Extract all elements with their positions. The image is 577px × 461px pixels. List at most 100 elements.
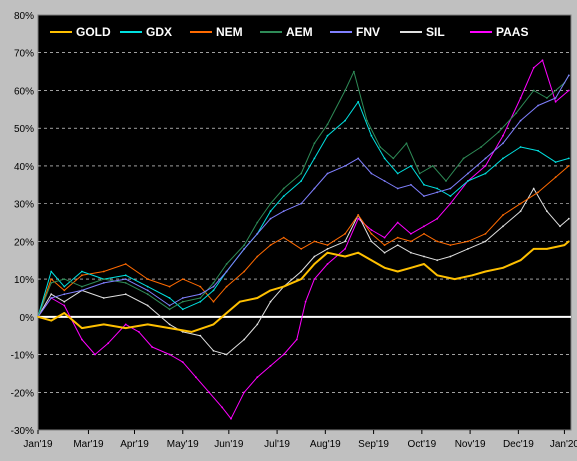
data-point-aem — [405, 142, 408, 145]
data-point-gdx — [313, 157, 316, 160]
data-point-nem — [502, 214, 504, 216]
legend: GOLD GDX NEM AEM FNV SIL PAAS — [50, 25, 528, 39]
data-point-gold — [396, 270, 399, 273]
data-point-gold — [124, 327, 127, 329]
data-point-paas — [107, 342, 110, 345]
data-point-gdx — [199, 300, 202, 303]
data-point-gdx — [50, 270, 53, 273]
data-point-gdx — [269, 210, 272, 213]
data-point-aem — [379, 146, 382, 148]
data-point-sil — [300, 270, 303, 273]
data-point-fnv — [396, 187, 399, 190]
data-point-paas — [502, 134, 504, 137]
data-point-nem — [467, 240, 469, 243]
data-point-aem — [256, 221, 259, 224]
data-point-paas — [326, 263, 329, 265]
data-point-nem — [449, 244, 452, 247]
data-point-gdx — [484, 172, 487, 175]
data-point-fnv — [212, 285, 215, 288]
data-point-sil — [50, 293, 53, 296]
y-tick-label: -30% — [11, 426, 34, 437]
data-point-sil — [225, 353, 228, 356]
plot-area — [37, 14, 572, 431]
data-point-aem — [146, 293, 149, 296]
data-point-fnv — [467, 172, 469, 175]
data-point-paas — [484, 165, 487, 167]
data-point-fnv — [256, 232, 259, 235]
data-point-gdx — [370, 134, 373, 137]
data-point-gdx — [344, 119, 346, 122]
data-point-gold — [282, 285, 285, 288]
data-point-fnv — [554, 97, 557, 99]
data-point-fnv — [81, 289, 83, 292]
y-tick-label: 60% — [14, 86, 34, 97]
data-point-sil — [313, 255, 316, 258]
data-point-aem — [225, 263, 228, 265]
data-point-sil — [370, 240, 373, 243]
data-point-gold — [238, 300, 241, 303]
data-point-fnv — [519, 119, 522, 122]
data-point-gold — [50, 319, 53, 322]
data-point-nem — [146, 278, 149, 280]
data-point-fnv — [357, 157, 360, 160]
data-point-aem — [102, 278, 105, 280]
data-point-gold — [519, 259, 522, 262]
data-point-paas — [423, 225, 425, 228]
data-point-paas — [396, 221, 399, 224]
data-point-nem — [63, 289, 66, 292]
data-point-paas — [519, 97, 522, 99]
data-point-sil — [436, 259, 439, 262]
data-point-aem — [124, 282, 127, 284]
x-tick-label: Apr'19 — [120, 439, 149, 450]
data-point-fnv — [370, 172, 373, 175]
data-point-paas — [313, 278, 316, 280]
data-point-sil — [212, 349, 215, 352]
data-point-nem — [225, 285, 228, 288]
data-point-sil — [383, 251, 386, 254]
data-point-aem — [300, 172, 303, 175]
data-point-sil — [243, 338, 246, 341]
data-point-sil — [63, 300, 66, 303]
data-point-fnv — [168, 304, 171, 307]
data-point-nem — [313, 240, 316, 243]
data-point-gdx — [410, 165, 412, 167]
data-point-gdx — [282, 195, 285, 198]
x-tick-label: Oct'19 — [408, 439, 437, 450]
series-lines — [37, 59, 570, 420]
data-point-sil — [484, 240, 487, 243]
data-point-sil — [168, 323, 171, 326]
data-point-paas — [181, 361, 184, 363]
data-point-sil — [396, 244, 399, 247]
y-tick-label: 70% — [14, 49, 34, 60]
data-point-paas — [554, 100, 557, 103]
data-point-paas — [295, 338, 298, 341]
data-point-sil — [102, 297, 105, 299]
data-point-nem — [410, 240, 412, 243]
data-point-fnv — [300, 202, 303, 205]
data-point-gold — [453, 278, 456, 280]
data-point-aem — [431, 165, 434, 167]
data-point-nem — [567, 165, 570, 167]
data-point-gold — [37, 315, 39, 318]
series-line-sil — [37, 188, 570, 355]
data-point-fnv — [436, 191, 439, 194]
x-tick-label: Mar'19 — [73, 439, 104, 450]
data-point-fnv — [124, 278, 127, 280]
data-point-paas — [221, 406, 224, 409]
data-point-fnv — [449, 187, 452, 190]
x-tick-label: Jul'19 — [264, 439, 290, 450]
data-point-paas — [436, 217, 439, 220]
data-point-aem — [445, 180, 447, 182]
data-point-gold — [423, 263, 425, 265]
data-point-sil — [199, 334, 202, 337]
data-point-fnv — [50, 297, 53, 299]
x-tick-label: May'19 — [167, 439, 199, 450]
data-point-paas — [304, 300, 307, 303]
data-point-gdx — [567, 157, 570, 160]
y-tick-label: -20% — [11, 388, 34, 399]
data-point-nem — [300, 248, 303, 250]
data-point-gold — [269, 289, 272, 292]
data-point-sil — [502, 225, 504, 228]
data-point-aem — [480, 146, 482, 148]
